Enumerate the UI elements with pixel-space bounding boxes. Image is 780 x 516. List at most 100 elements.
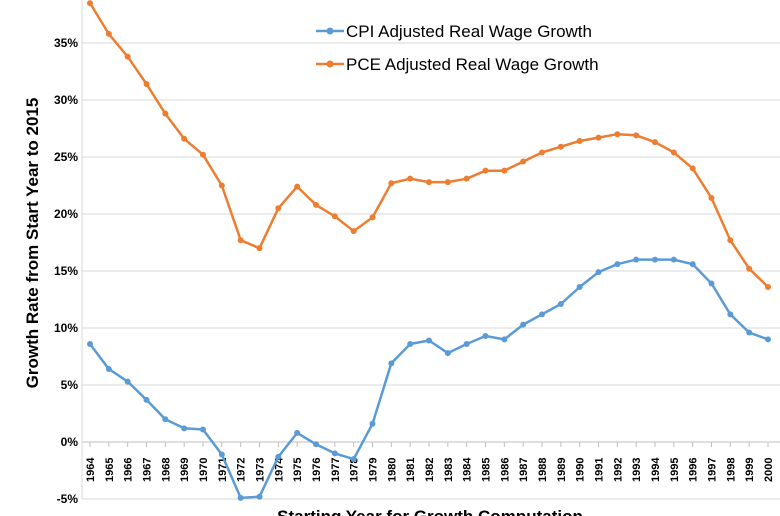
data-point xyxy=(426,337,432,344)
legend-label-pce: PCE Adjusted Real Wage Growth xyxy=(346,55,599,74)
x-tick-label: 1965 xyxy=(104,458,116,482)
y-tick-label: 10% xyxy=(54,321,78,335)
data-point xyxy=(463,340,470,347)
x-tick-label: 1993 xyxy=(631,458,643,482)
data-point xyxy=(652,139,658,146)
data-point xyxy=(482,332,489,339)
data-point xyxy=(105,366,112,373)
data-point xyxy=(143,81,150,88)
data-point xyxy=(765,283,771,290)
x-tick-label: 1977 xyxy=(330,458,342,482)
data-point xyxy=(388,180,395,187)
data-point xyxy=(746,265,753,272)
x-axis-title: Starting Year for Growth Computation xyxy=(277,507,583,516)
data-point xyxy=(256,245,263,252)
data-point xyxy=(143,396,150,403)
data-point xyxy=(444,179,451,186)
data-point xyxy=(275,205,282,212)
y-tick-label: 25% xyxy=(54,150,78,164)
y-tick-label: 0% xyxy=(61,435,79,449)
x-tick-label: 1968 xyxy=(160,458,172,482)
legend-marker-cpi xyxy=(326,27,334,35)
data-point xyxy=(708,280,715,287)
data-point xyxy=(87,0,93,7)
data-point xyxy=(708,195,715,202)
data-point xyxy=(237,237,244,244)
data-point xyxy=(444,350,451,357)
data-point xyxy=(595,269,602,276)
y-tick-label: 15% xyxy=(54,264,78,278)
x-tick-label: 1987 xyxy=(518,458,530,482)
x-tick-label: 1981 xyxy=(405,458,417,482)
data-point xyxy=(426,179,432,186)
data-point xyxy=(407,175,414,182)
data-point xyxy=(539,311,545,318)
data-point xyxy=(614,131,621,138)
data-point xyxy=(294,429,301,436)
data-point xyxy=(237,494,244,501)
x-tick-label: 1990 xyxy=(575,458,587,482)
data-point xyxy=(313,201,319,208)
x-tick-label: 1986 xyxy=(499,458,511,482)
series-group xyxy=(87,0,771,501)
x-tick-label: 1988 xyxy=(537,458,549,482)
x-tick-label: 1964 xyxy=(85,457,97,482)
data-point xyxy=(689,165,696,172)
x-tick-label: 1972 xyxy=(236,458,248,482)
data-point xyxy=(482,167,489,174)
x-tick-label: 1999 xyxy=(744,458,756,482)
x-tick-label: 1967 xyxy=(142,458,154,482)
x-tick-label: 1984 xyxy=(462,457,474,482)
gridlines xyxy=(81,0,780,500)
data-point xyxy=(331,213,338,220)
data-point xyxy=(614,261,621,268)
data-point xyxy=(218,451,225,458)
data-point xyxy=(294,183,301,190)
data-point xyxy=(557,143,564,150)
data-point xyxy=(463,175,470,182)
data-point xyxy=(501,336,508,343)
x-tick-label: 1982 xyxy=(424,458,436,482)
data-point xyxy=(727,311,734,318)
legend-marker-pce xyxy=(326,60,334,68)
x-tick-label: 1997 xyxy=(707,458,719,482)
data-point xyxy=(520,321,527,328)
x-tick-label: 1974 xyxy=(273,457,285,482)
data-point xyxy=(557,301,564,308)
x-tick-label: 1966 xyxy=(123,458,135,482)
data-point xyxy=(181,425,188,432)
data-point xyxy=(633,132,640,139)
x-tick-label: 1983 xyxy=(443,458,455,482)
x-tick-label: 1973 xyxy=(255,458,267,482)
x-tick-label: 1975 xyxy=(292,458,304,482)
x-tick-label: 1978 xyxy=(349,458,361,482)
y-axis-ticks: -5% 0% 5% 10% 15% 20% 25% 30% 35% xyxy=(54,36,78,506)
data-point xyxy=(369,214,376,221)
data-point xyxy=(369,420,376,427)
data-point xyxy=(275,453,282,460)
x-tick-label: 1994 xyxy=(650,457,662,482)
x-tick-label: 1992 xyxy=(612,458,624,482)
data-point xyxy=(388,360,395,367)
data-point xyxy=(595,134,602,141)
y-tick-label: -5% xyxy=(57,492,79,506)
x-tick-label: 1998 xyxy=(725,458,737,482)
data-point xyxy=(727,237,734,244)
x-tick-label: 1969 xyxy=(179,458,191,482)
x-tick-label: 1996 xyxy=(688,458,700,482)
x-tick-label: 1976 xyxy=(311,458,323,482)
data-point xyxy=(105,30,112,37)
data-point xyxy=(539,149,545,156)
data-point xyxy=(652,256,658,263)
x-tick-label: 1971 xyxy=(217,458,229,482)
data-point xyxy=(218,182,225,189)
x-tick-label: 1979 xyxy=(368,458,380,482)
series-line-pce xyxy=(88,2,769,288)
y-tick-label: 20% xyxy=(54,207,78,221)
x-tick-label: 1980 xyxy=(386,458,398,482)
legend-label-cpi: CPI Adjusted Real Wage Growth xyxy=(346,22,592,41)
data-point xyxy=(576,283,583,290)
data-point xyxy=(331,450,338,457)
data-point xyxy=(501,167,508,174)
